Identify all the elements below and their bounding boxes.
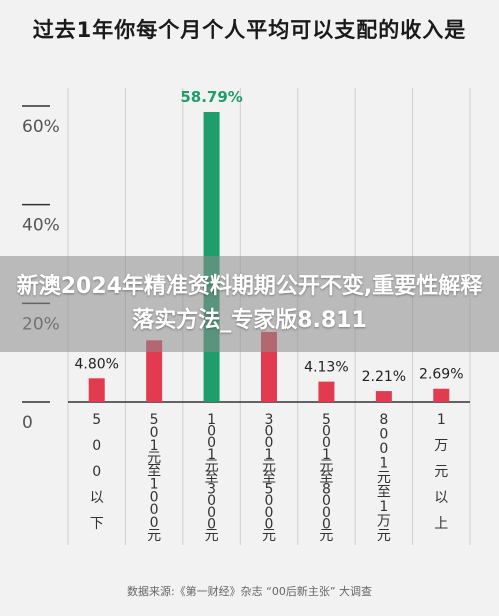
category-label: 5 0 0 1 元至 8 0 0 0 元: [319, 412, 333, 544]
y-tick-label: 40%: [22, 216, 60, 236]
category-label: 8 0 0 1 元至 1 万元: [377, 412, 391, 544]
bar: [375, 391, 392, 402]
watermark-text: 新澳2024年精准资料期期公开不变,重要性解释落实方法_专家版8.811: [16, 274, 483, 333]
data-label: 4.80%: [74, 356, 118, 372]
data-label: 4.13%: [304, 360, 348, 376]
bar: [146, 340, 163, 402]
bar: [318, 381, 335, 402]
watermark-band: [0, 256, 499, 352]
data-source-note: 数据来源:《第一财经》杂志 “00后新主张” 大调查: [126, 585, 373, 598]
category-label: 5 0 1 元至 1 0 0 0 元: [147, 412, 161, 544]
y-tick-label: 60%: [22, 117, 60, 137]
data-label: 58.79%: [180, 88, 242, 106]
chart-title: 过去1年你每个月个人平均可以支配的收入是: [32, 18, 467, 42]
data-label: 2.69%: [419, 367, 463, 383]
bar: [433, 388, 450, 402]
bar: [88, 378, 105, 402]
data-label: 2.21%: [362, 369, 406, 385]
category-label: 1 万元以上: [434, 412, 448, 532]
y-tick-label: 0: [22, 413, 33, 433]
category-label: 5 0 0 以下: [90, 412, 104, 532]
category-label: 3 0 0 1 元至 5 0 0 0 元: [262, 412, 276, 544]
category-label: 1 0 0 1 元至 3 0 0 0 元: [205, 412, 219, 544]
